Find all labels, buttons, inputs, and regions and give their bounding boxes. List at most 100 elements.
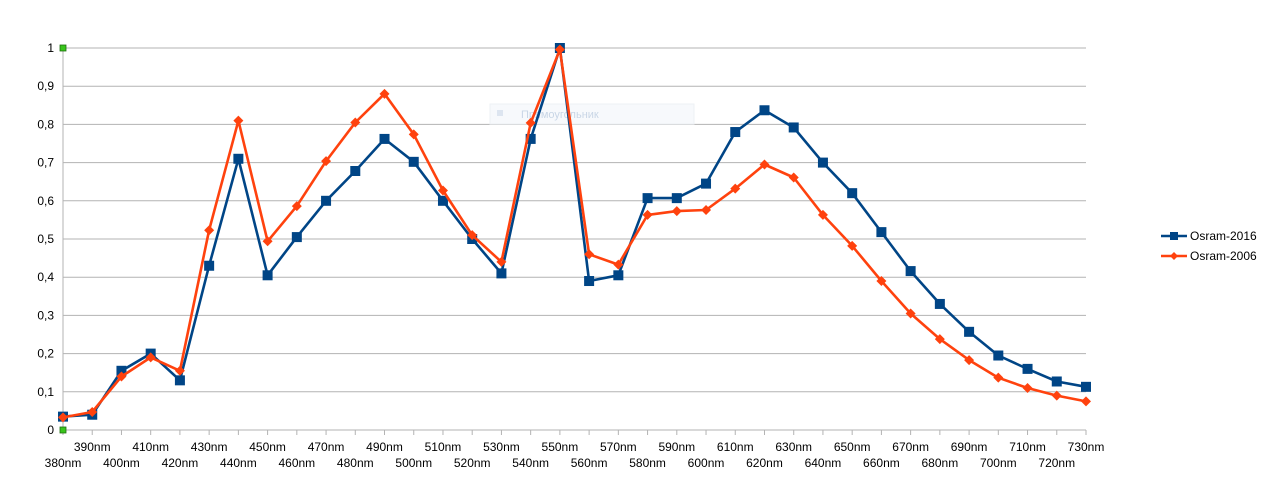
y-tick-label: 0,3: [37, 308, 54, 322]
data-point-diamond: [1022, 382, 1033, 393]
x-tick-label: 700nm: [980, 456, 1017, 470]
x-tick-labels: 380nm 390nm 400nm 410nm 420nm 430nm 440nm 450nm…: [45, 440, 1105, 470]
data-point-square: [876, 227, 887, 238]
data-point-diamond: [116, 371, 127, 382]
legend-marker-square: [1170, 232, 1178, 240]
y-tick-label: 1: [47, 41, 54, 55]
x-tick-label: 470nm: [308, 440, 345, 454]
data-point-square: [262, 270, 273, 281]
x-tick-label: 420nm: [162, 456, 199, 470]
y-tick-label: 0,8: [37, 117, 54, 131]
data-point-diamond: [788, 172, 799, 183]
data-point-square: [993, 350, 1004, 361]
x-tick-label: 450nm: [249, 440, 286, 454]
data-point-diamond: [350, 117, 361, 128]
x-tick-label: 460nm: [278, 456, 315, 470]
x-tick-label: 440nm: [220, 456, 257, 470]
x-tick-label: 400nm: [103, 456, 140, 470]
data-point-square: [408, 156, 419, 167]
data-point-diamond: [174, 365, 185, 376]
data-point-square: [584, 276, 595, 287]
x-tick-label: 480nm: [337, 456, 374, 470]
x-tick-label: 580nm: [629, 456, 666, 470]
data-point-diamond: [204, 225, 215, 236]
data-point-diamond: [1051, 390, 1062, 401]
series-line: [62, 48, 1087, 419]
data-point-diamond: [701, 204, 712, 215]
data-point-diamond: [905, 308, 916, 319]
data-point-square: [233, 153, 244, 164]
data-point-diamond: [613, 259, 624, 270]
x-tick-label: 530nm: [483, 440, 520, 454]
x-tick-label: 670nm: [892, 440, 929, 454]
y-tick-label: 0,5: [37, 232, 54, 246]
x-tick-label: 550nm: [542, 440, 579, 454]
x-tick-label: 620nm: [746, 456, 783, 470]
data-point-square: [730, 127, 741, 138]
data-point-square: [934, 298, 945, 309]
series-line: [62, 46, 1087, 418]
legend-label: Osram-2016: [1190, 229, 1257, 243]
data-point-square: [817, 157, 828, 168]
data-point-diamond: [87, 407, 98, 418]
data-point-diamond: [934, 334, 945, 345]
data-point-diamond: [847, 240, 858, 251]
data-point-diamond: [876, 276, 887, 287]
x-tick-label: 380nm: [45, 456, 82, 470]
data-point-diamond: [730, 183, 741, 194]
x-tick-label: 570nm: [600, 440, 637, 454]
x-tick-label: 430nm: [191, 440, 228, 454]
ghost-shape-overlay: Прямоугольник: [489, 103, 695, 125]
data-point-square: [759, 105, 770, 116]
y-tick-label: 0,2: [37, 347, 54, 361]
data-point-diamond: [467, 230, 478, 241]
data-point-square: [525, 133, 536, 144]
y-tick-label: 0,6: [37, 194, 54, 208]
data-point-square: [1081, 381, 1091, 392]
data-point-diamond: [408, 129, 419, 140]
x-tick-label: 540nm: [512, 456, 549, 470]
data-point-diamond: [1081, 396, 1091, 407]
data-point-diamond: [379, 88, 390, 99]
axis-selection-handle[interactable]: [59, 426, 67, 434]
x-tick-label: 650nm: [834, 440, 871, 454]
x-tick-label: 630nm: [775, 440, 812, 454]
selection-handles[interactable]: [59, 44, 67, 434]
x-tick-label: 600nm: [688, 456, 725, 470]
axis-selection-handle[interactable]: [59, 44, 67, 52]
x-tick-label: 690nm: [951, 440, 988, 454]
legend: Osram-2016 Osram-2006: [1161, 229, 1257, 263]
series-layer: [58, 43, 1091, 423]
gridlines: [63, 47, 1086, 393]
legend-label: Osram-2006: [1190, 249, 1257, 263]
data-point-square: [291, 232, 302, 243]
x-tick-label: 520nm: [454, 456, 491, 470]
data-point-square: [642, 193, 653, 204]
y-tick-labels: 0 0,1 0,2 0,3 0,4 0,5 0,6 0,7 0,8 0,9 1: [37, 41, 54, 437]
data-point-square: [174, 375, 185, 386]
x-tick-label: 560nm: [571, 456, 608, 470]
data-point-diamond: [321, 156, 332, 167]
data-point-square: [964, 326, 975, 337]
data-point-square: [116, 365, 127, 376]
x-tick-label: 730nm: [1068, 440, 1105, 454]
x-tick-label: 510nm: [425, 440, 462, 454]
x-tick-label: 390nm: [74, 440, 111, 454]
data-point-square: [1051, 376, 1062, 387]
data-point-diamond: [437, 185, 448, 196]
x-tick-label: 590nm: [658, 440, 695, 454]
y-tick-label: 0,7: [37, 156, 54, 170]
y-tick-label: 0,1: [37, 385, 54, 399]
data-point-diamond: [964, 355, 975, 366]
x-tick-label: 660nm: [863, 456, 900, 470]
data-point-square: [321, 195, 332, 206]
data-point-diamond: [584, 249, 595, 260]
data-point-diamond: [525, 117, 536, 128]
data-point-square: [1022, 363, 1033, 374]
x-tick-label: 610nm: [717, 440, 754, 454]
ghost-bullet-icon: [497, 110, 503, 116]
x-tick-label: 500nm: [395, 456, 432, 470]
data-point-diamond: [58, 412, 68, 423]
data-point-square: [701, 178, 712, 189]
